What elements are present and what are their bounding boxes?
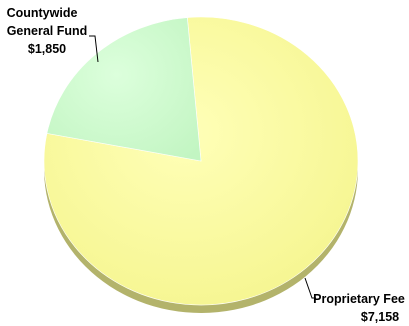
leader-line-countywide-general-fund xyxy=(89,35,99,63)
slice-label-line: Proprietary Fee xyxy=(313,292,405,306)
leader-lines xyxy=(89,35,316,299)
slice-label-line: Countywide xyxy=(7,6,78,20)
slice-value-label: $7,158 xyxy=(361,310,399,324)
slice-label-line: General Fund xyxy=(7,24,88,38)
pie-slice-countywide-general-fund xyxy=(46,17,202,162)
slice-label-proprietary-fee: Proprietary Fee $7,158 xyxy=(313,292,405,324)
slice-value-label: $1,850 xyxy=(28,42,66,56)
pie-slices xyxy=(43,16,359,306)
leader-line-proprietary-fee xyxy=(304,277,316,299)
slice-label-countywide-general-fund: Countywide General Fund $1,850 xyxy=(7,6,88,56)
